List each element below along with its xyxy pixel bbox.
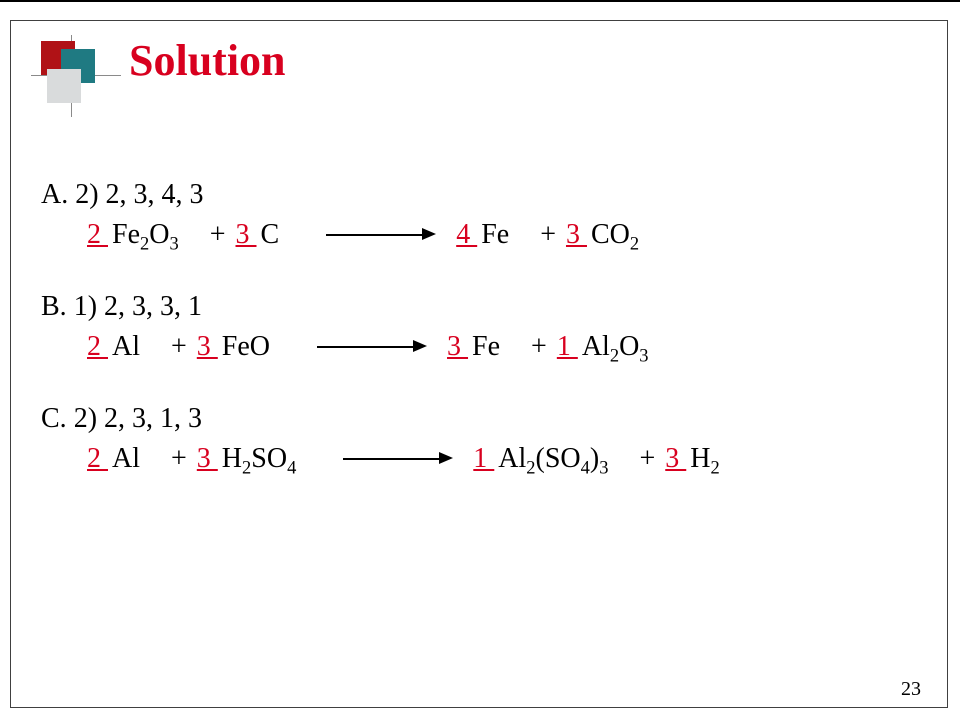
formula: Al2O3 [582, 331, 649, 362]
item-label: C. [41, 403, 74, 434]
spacer [649, 331, 670, 362]
spacer [279, 219, 300, 250]
slide-frame: Solution A. 2) 2, 3, 4, 3 2 Fe2O3 +3 C 4 … [10, 20, 948, 708]
equation-row: 2 Al +3 FeO 3 Fe +1 Al2O3 [41, 333, 927, 365]
coefficient: 2 [87, 219, 112, 250]
coefficient: 4 [456, 219, 481, 250]
answer-row: C. 2) 2, 3, 1, 3 [41, 405, 927, 433]
item-label: B. [41, 291, 74, 322]
formula: H2SO4 [222, 443, 297, 474]
spacer [179, 219, 200, 250]
coefficient: 3 [447, 331, 472, 362]
coefficient: 3 [197, 443, 222, 474]
plus-operator: + [200, 219, 236, 250]
plus-operator: + [521, 331, 557, 362]
spacer [639, 219, 660, 250]
formula: Fe [472, 331, 500, 362]
formula: C [261, 219, 280, 250]
coefficient: 2 [87, 443, 112, 474]
answer-text: 2) 2, 3, 1, 3 [74, 403, 202, 434]
answer-row: B. 1) 2, 3, 3, 1 [41, 293, 927, 321]
formula: Al [112, 443, 140, 474]
formula: CO2 [591, 219, 639, 250]
spacer [270, 331, 291, 362]
formula: Al2(SO4)3 [498, 443, 608, 474]
answer-row: A. 2) 2, 3, 4, 3 [41, 181, 927, 209]
page-number: 23 [901, 678, 921, 701]
coefficient: 3 [236, 219, 261, 250]
plus-operator: + [629, 443, 665, 474]
coefficient: 1 [473, 443, 498, 474]
spacer [296, 443, 317, 474]
spacer [608, 443, 629, 474]
deco-square-3 [47, 69, 81, 103]
answer-text: 2) 2, 3, 4, 3 [75, 179, 203, 210]
coefficient: 3 [665, 443, 690, 474]
equation-row: 2 Fe2O3 +3 C 4 Fe +3 CO2 [41, 221, 927, 253]
coefficient: 2 [87, 331, 112, 362]
formula: Al [112, 331, 140, 362]
slide-page: Solution A. 2) 2, 3, 4, 3 2 Fe2O3 +3 C 4 … [0, 0, 960, 720]
section-gap [41, 265, 927, 293]
formula: Fe [481, 219, 509, 250]
coefficient: 3 [566, 219, 591, 250]
content-area: A. 2) 2, 3, 4, 3 2 Fe2O3 +3 C 4 Fe +3 CO2… [41, 181, 927, 489]
title-decoration [41, 41, 111, 111]
coefficient: 3 [197, 331, 222, 362]
plus-operator: + [530, 219, 566, 250]
formula: H2 [690, 443, 719, 474]
formula: Fe2O3 [112, 219, 179, 250]
plus-operator: + [161, 331, 197, 362]
equation-row: 2 Al +3 H2SO4 1 Al2(SO4)3 +3 H2 [41, 445, 927, 477]
item-label: A. [41, 179, 75, 210]
formula: FeO [222, 331, 270, 362]
answer-text: 1) 2, 3, 3, 1 [74, 291, 202, 322]
spacer [140, 443, 161, 474]
spacer [140, 331, 161, 362]
coefficient: 1 [557, 331, 582, 362]
spacer [509, 219, 530, 250]
plus-operator: + [161, 443, 197, 474]
spacer [720, 443, 741, 474]
page-title: Solution [129, 35, 286, 86]
spacer [500, 331, 521, 362]
section-gap [41, 377, 927, 405]
